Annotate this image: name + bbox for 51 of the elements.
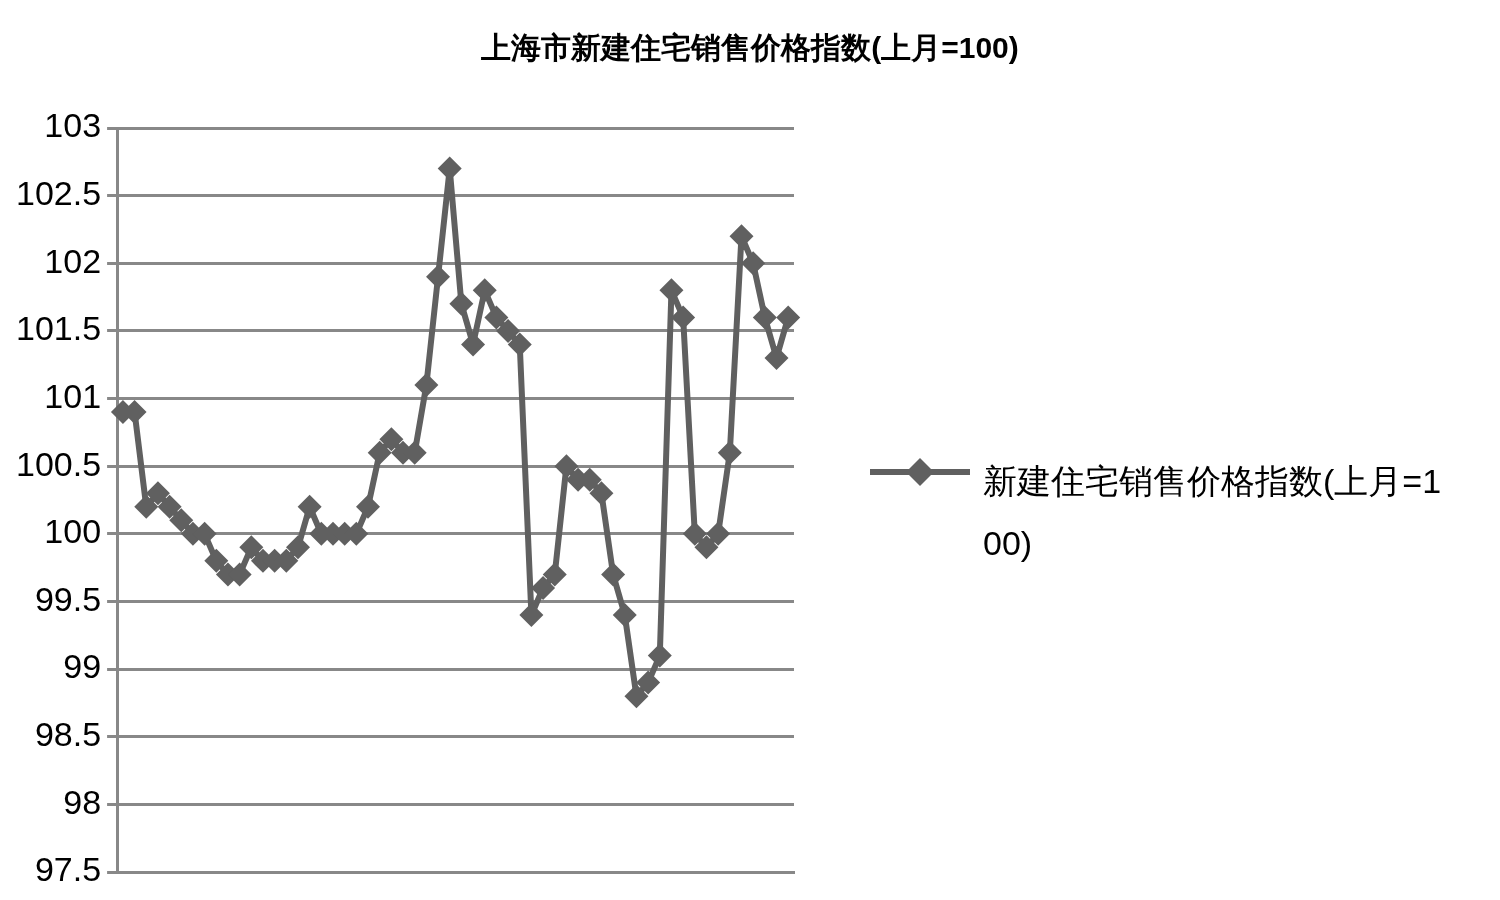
y-tick-label: 98.5: [34, 715, 102, 754]
y-tick-label: 102.5: [15, 174, 102, 213]
point: [531, 575, 556, 600]
point: [694, 535, 719, 560]
y-tick-label: 99.5: [34, 579, 102, 618]
point: [717, 440, 742, 465]
y-tick-label: 97.5: [34, 850, 102, 889]
point: [204, 548, 229, 573]
point: [741, 251, 766, 276]
point: [706, 521, 731, 546]
point: [671, 305, 696, 330]
point: [647, 643, 672, 668]
point: [367, 440, 392, 465]
point: [145, 481, 170, 506]
y-tick-label: 100.5: [15, 444, 102, 483]
point: [426, 264, 451, 289]
y-tick-label: 98: [63, 782, 102, 821]
point: [601, 562, 626, 587]
y-tick-label: 102: [44, 241, 102, 280]
point: [379, 427, 404, 452]
point: [624, 684, 649, 709]
point: [612, 602, 637, 627]
point: [682, 521, 707, 546]
point: [239, 535, 264, 560]
point: [356, 494, 381, 519]
point: [496, 318, 521, 343]
point: [449, 291, 474, 316]
point: [507, 332, 532, 357]
point: [414, 373, 439, 398]
y-tick-label: 101.5: [15, 309, 102, 348]
point: [764, 345, 789, 370]
point: [134, 494, 159, 519]
point: [472, 278, 497, 303]
point: [752, 305, 777, 330]
point: [484, 305, 509, 330]
point: [636, 670, 661, 695]
point: [554, 454, 579, 479]
y-tick-label: 100: [44, 512, 102, 551]
point: [659, 278, 684, 303]
point: [169, 508, 194, 533]
chart-title: 上海市新建住宅销售价格指数(上月=100): [480, 30, 1020, 66]
y-tick-label: 101: [44, 376, 102, 415]
legend-label: 新建住宅销售价格指数(上月=100): [983, 461, 1443, 564]
point: [297, 494, 322, 519]
y-tick-label: 99: [63, 647, 102, 686]
point: [542, 562, 567, 587]
point: [285, 535, 310, 560]
point: [589, 481, 614, 506]
y-tick-label: 103: [44, 106, 102, 145]
point: [157, 494, 182, 519]
point: [776, 305, 801, 330]
